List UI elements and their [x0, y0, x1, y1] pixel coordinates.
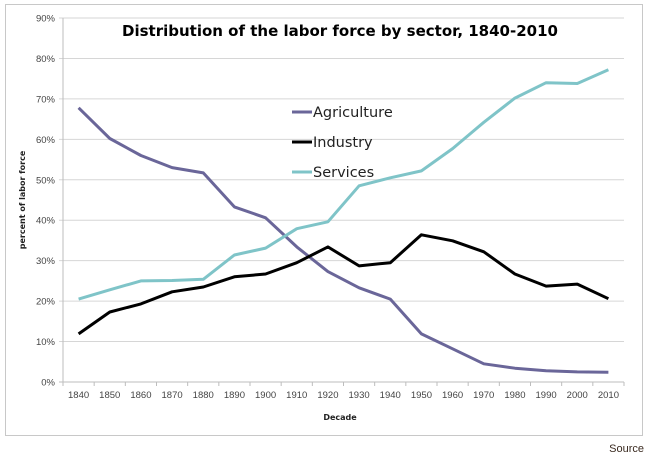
series-line-services: [78, 68, 610, 301]
legend-label: Agriculture: [313, 105, 393, 121]
x-tick-label: 1840: [68, 390, 89, 401]
x-tick-label: 1850: [99, 390, 120, 401]
x-axis-label: Decade: [323, 413, 357, 422]
y-axis-label: percent of labor force: [18, 150, 27, 249]
x-tick-label: 1900: [255, 390, 276, 401]
x-tick-label: 1970: [473, 390, 494, 401]
source-link[interactable]: Source: [609, 443, 644, 455]
x-tick-label: 1890: [224, 390, 245, 401]
y-tick-label: 60%: [36, 135, 56, 146]
y-tick-label: 30%: [36, 256, 56, 267]
legend-item-agriculture: Agriculture: [292, 105, 393, 121]
y-tick-label: 10%: [36, 337, 56, 348]
x-tick-label: 1980: [504, 390, 525, 401]
legend-item-services: Services: [292, 165, 374, 181]
series-line-industry: [77, 233, 610, 336]
x-tick-label: 1990: [536, 390, 557, 401]
legend: Agriculture Industry Services: [292, 105, 393, 181]
x-tick-label: 1920: [317, 390, 338, 401]
legend-item-industry: Industry: [292, 135, 373, 151]
x-tick-label: 1950: [411, 390, 432, 401]
y-tick-label: 20%: [36, 297, 56, 308]
legend-label: Industry: [313, 135, 373, 151]
x-axis-ticks: 1840 1850 1860 1870 1880 1890 1900 1910 1920 1930…: [62, 382, 625, 401]
x-tick-label: 1930: [349, 390, 370, 401]
x-tick-label: 1880: [193, 390, 214, 401]
x-tick-label: 1940: [380, 390, 401, 401]
y-axis-ticks: 0% 10% 20% 30% 40% 50% 60% 70% 80% 90%: [36, 14, 56, 389]
x-tick-label: 2000: [567, 390, 588, 401]
y-tick-label: 40%: [36, 216, 56, 227]
y-tick-label: 0%: [41, 378, 55, 389]
y-tick-label: 70%: [36, 94, 56, 105]
y-tick-label: 80%: [36, 54, 56, 65]
y-tick-label: 90%: [36, 14, 56, 25]
x-tick-label: 1910: [286, 390, 307, 401]
x-tick-label: 2010: [598, 390, 619, 401]
chart-title: Distribution of the labor force by secto…: [122, 22, 558, 40]
series-lines: [77, 68, 610, 374]
legend-label: Services: [313, 165, 374, 181]
x-tick-label: 1860: [130, 390, 151, 401]
series-line-agriculture: [77, 106, 609, 374]
gridlines: [59, 17, 624, 383]
x-tick-label: 1960: [442, 390, 463, 401]
y-tick-label: 50%: [36, 175, 56, 186]
x-tick-label: 1870: [162, 390, 183, 401]
